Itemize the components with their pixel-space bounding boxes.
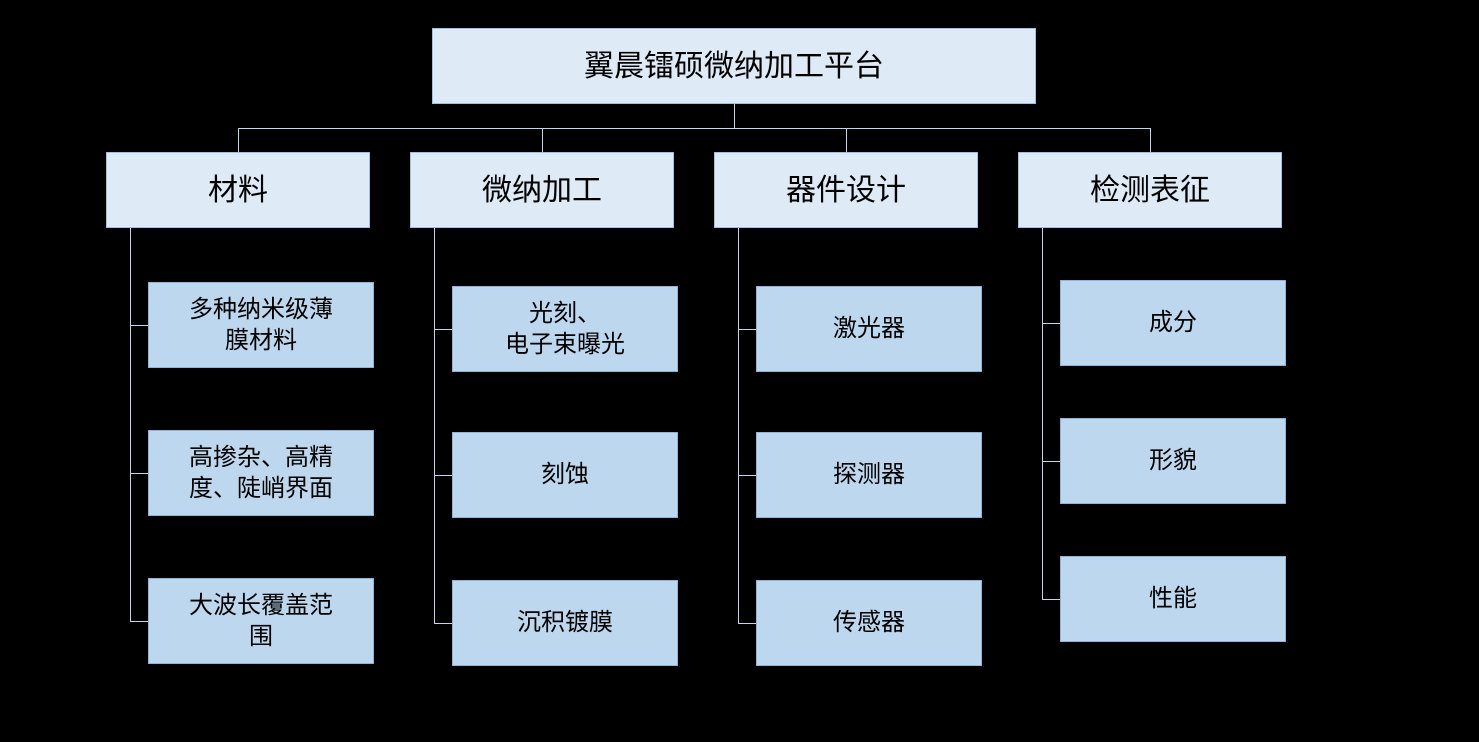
leaf-node-materials-0: 多种纳米级薄 膜材料 xyxy=(148,282,374,368)
leaf-node-device-0: 激光器 xyxy=(756,286,982,372)
category-node-materials: 材料 xyxy=(106,152,370,228)
connector-bus-to-cat-2 xyxy=(846,128,847,152)
connector-elbow-inspection-0 xyxy=(1042,323,1060,324)
leaf-node-materials-2: 大波长覆盖范 围 xyxy=(148,578,374,664)
connector-bus-to-cat-3 xyxy=(1150,128,1151,152)
connector-elbow-device-1 xyxy=(738,475,756,476)
connector-elbow-materials-1 xyxy=(130,473,148,474)
connector-elbow-processing-1 xyxy=(434,475,452,476)
connector-elbow-materials-0 xyxy=(130,325,148,326)
leaf-node-processing-0: 光刻、 电子束曝光 xyxy=(452,286,678,372)
connector-bus-to-cat-0 xyxy=(238,128,239,152)
connector-bus-to-cat-1 xyxy=(542,128,543,152)
leaf-node-device-1: 探测器 xyxy=(756,432,982,518)
leaf-node-processing-1: 刻蚀 xyxy=(452,432,678,518)
leaf-node-processing-2: 沉积镀膜 xyxy=(452,580,678,666)
connector-bus xyxy=(238,128,1150,129)
connector-spine-materials xyxy=(130,228,131,621)
leaf-node-materials-1: 高掺杂、高精 度、陡峭界面 xyxy=(148,430,374,516)
leaf-node-inspection-0: 成分 xyxy=(1060,280,1286,366)
connector-elbow-inspection-1 xyxy=(1042,461,1060,462)
leaf-node-inspection-1: 形貌 xyxy=(1060,418,1286,504)
connector-elbow-processing-0 xyxy=(434,329,452,330)
root-node: 翼晨镭硕微纳加工平台 xyxy=(432,28,1036,104)
leaf-node-device-2: 传感器 xyxy=(756,580,982,666)
category-node-inspection: 检测表征 xyxy=(1018,152,1282,228)
connector-root-down xyxy=(734,104,735,128)
connector-elbow-device-0 xyxy=(738,329,756,330)
connector-elbow-processing-2 xyxy=(434,623,452,624)
connector-elbow-device-2 xyxy=(738,623,756,624)
connector-spine-device xyxy=(738,228,739,623)
connector-elbow-inspection-2 xyxy=(1042,599,1060,600)
connector-elbow-materials-2 xyxy=(130,621,148,622)
connector-spine-inspection xyxy=(1042,228,1043,599)
category-node-processing: 微纳加工 xyxy=(410,152,674,228)
connector-spine-processing xyxy=(434,228,435,623)
leaf-node-inspection-2: 性能 xyxy=(1060,556,1286,642)
category-node-device: 器件设计 xyxy=(714,152,978,228)
